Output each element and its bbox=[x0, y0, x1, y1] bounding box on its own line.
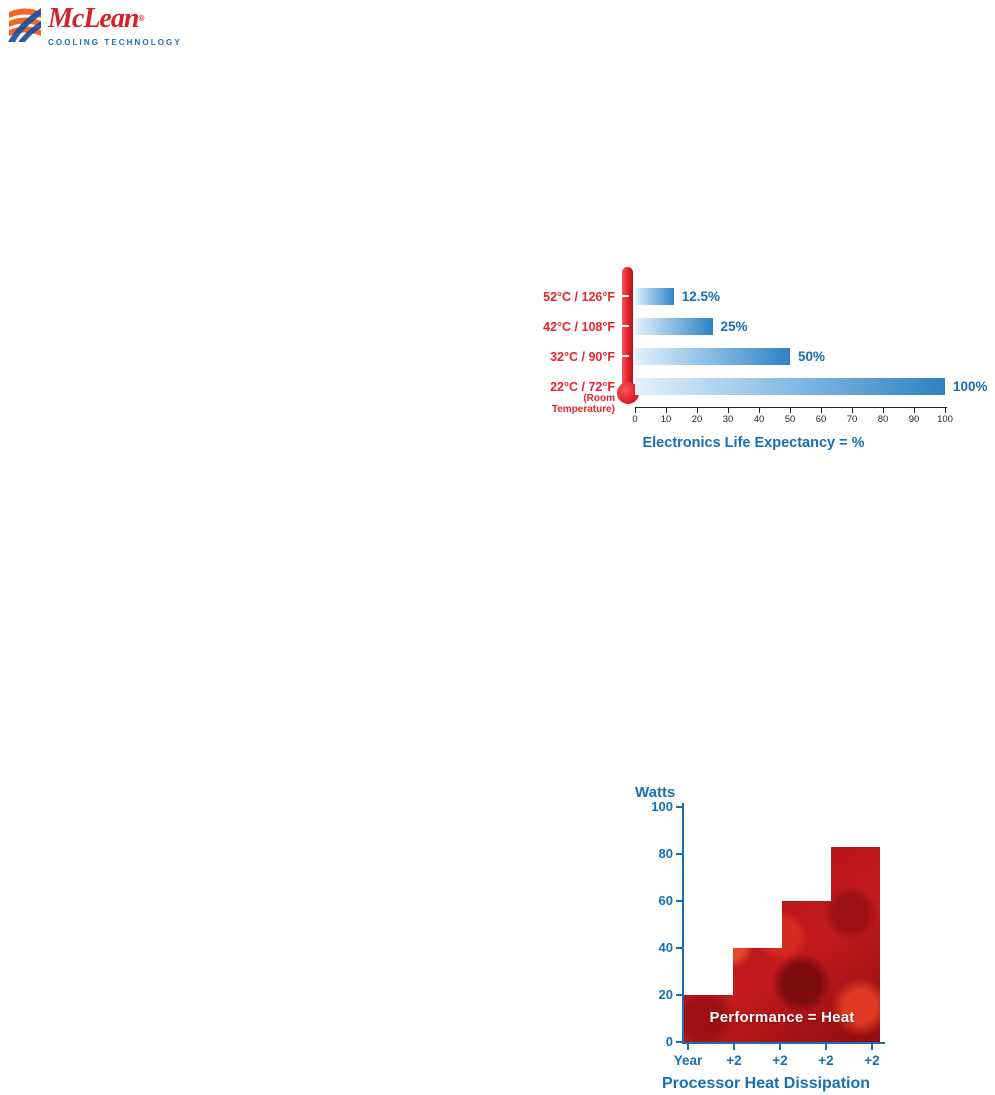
heat-steps-area bbox=[684, 847, 880, 1042]
x-tick-label: 20 bbox=[691, 414, 703, 425]
x-tick-label: 10 bbox=[660, 414, 672, 425]
thermometer-bulb bbox=[617, 382, 639, 404]
x-tick-label: 0 bbox=[632, 414, 638, 425]
brand-tagline: COOLING TECHNOLOGY bbox=[48, 38, 182, 47]
thermometer-tick bbox=[622, 325, 629, 327]
thermometer-tick bbox=[622, 355, 629, 357]
y-tick-label: 0 bbox=[665, 1034, 673, 1049]
brand-name: McLean bbox=[48, 3, 139, 34]
x-tick-label: Year bbox=[673, 1053, 703, 1068]
registered-mark: ® bbox=[138, 14, 145, 23]
life-bar-value: 100% bbox=[953, 379, 988, 394]
performance-heat-annotation: Performance = Heat bbox=[709, 1009, 855, 1026]
y-tick-label: 20 bbox=[658, 987, 673, 1002]
x-tick-label: 30 bbox=[722, 414, 734, 425]
x-axis-ticks bbox=[687, 1044, 875, 1050]
processor-chart-title: Processor Heat Dissipation bbox=[661, 1075, 871, 1092]
life-bar-value: 25% bbox=[720, 319, 748, 334]
temp-label-32c: 32°C / 90°F bbox=[550, 350, 615, 364]
x-tick-label: 40 bbox=[753, 414, 765, 425]
x-tick-label: 50 bbox=[784, 414, 796, 425]
y-axis-label: Watts bbox=[635, 784, 676, 801]
y-tick-label: 60 bbox=[658, 893, 673, 908]
x-tick-label: +2 bbox=[818, 1053, 834, 1068]
life-bar bbox=[635, 288, 674, 305]
x-tick-label: +2 bbox=[726, 1053, 742, 1068]
thermometer-tick bbox=[622, 295, 629, 297]
x-tick-label: 70 bbox=[846, 414, 858, 425]
room-temperature-note: (Room Temperature) bbox=[551, 393, 615, 415]
y-axis-line bbox=[682, 803, 684, 1044]
x-tick-label: 80 bbox=[877, 414, 889, 425]
temp-label-22c: 22°C / 72°F bbox=[550, 380, 615, 394]
x-tick-label: 90 bbox=[908, 414, 920, 425]
life-chart-title: Electronics Life Expectancy = % bbox=[642, 435, 865, 451]
processor-heat-chart: Watts Performance = Heat 100 80 60 40 20… bbox=[635, 783, 930, 1095]
temp-label-42c: 42°C / 108°F bbox=[543, 320, 615, 334]
x-tick-label: 60 bbox=[815, 414, 827, 425]
x-tick-label: +2 bbox=[772, 1053, 788, 1068]
life-bar bbox=[635, 348, 790, 365]
life-bar-value: 12.5% bbox=[681, 289, 721, 304]
y-tick-label: 80 bbox=[658, 846, 673, 861]
y-tick-label: 100 bbox=[651, 799, 673, 814]
life-expectancy-chart: 52°C / 126°F 42°C / 108°F 32°C / 90°F 22… bbox=[520, 265, 995, 465]
life-bar-value: 50% bbox=[798, 349, 826, 364]
thermometer-stem bbox=[622, 267, 633, 390]
life-bar bbox=[635, 318, 713, 335]
x-tick-label: 100 bbox=[937, 414, 953, 425]
y-axis-ticks bbox=[676, 806, 682, 1044]
life-bar bbox=[635, 378, 945, 395]
logo-text: McLean® COOLING TECHNOLOGY bbox=[48, 3, 182, 48]
x-tick-label: +2 bbox=[864, 1053, 880, 1068]
mclean-logo: McLean® COOLING TECHNOLOGY bbox=[8, 5, 182, 47]
y-tick-label: 40 bbox=[658, 940, 673, 955]
x-axis-line bbox=[682, 1042, 885, 1044]
x-axis-ticks bbox=[635, 407, 947, 413]
mclean-logo-icon bbox=[8, 8, 41, 42]
temp-label-52c: 52°C / 126°F bbox=[543, 290, 615, 304]
